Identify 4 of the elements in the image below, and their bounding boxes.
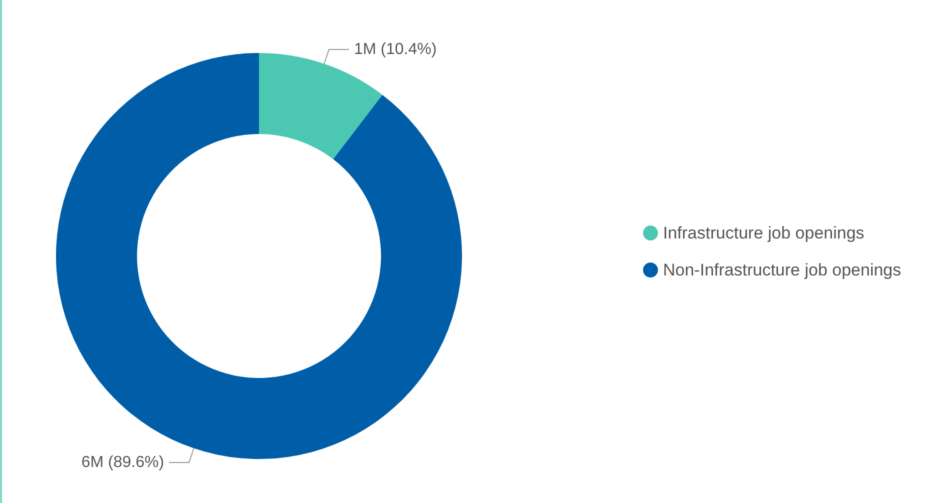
data-label: 6M (89.6%) [81, 454, 164, 471]
legend-label: Infrastructure job openings [663, 224, 864, 242]
legend-label: Non-Infrastructure job openings [663, 260, 902, 280]
data-label: 1M (10.4%) [354, 41, 437, 58]
